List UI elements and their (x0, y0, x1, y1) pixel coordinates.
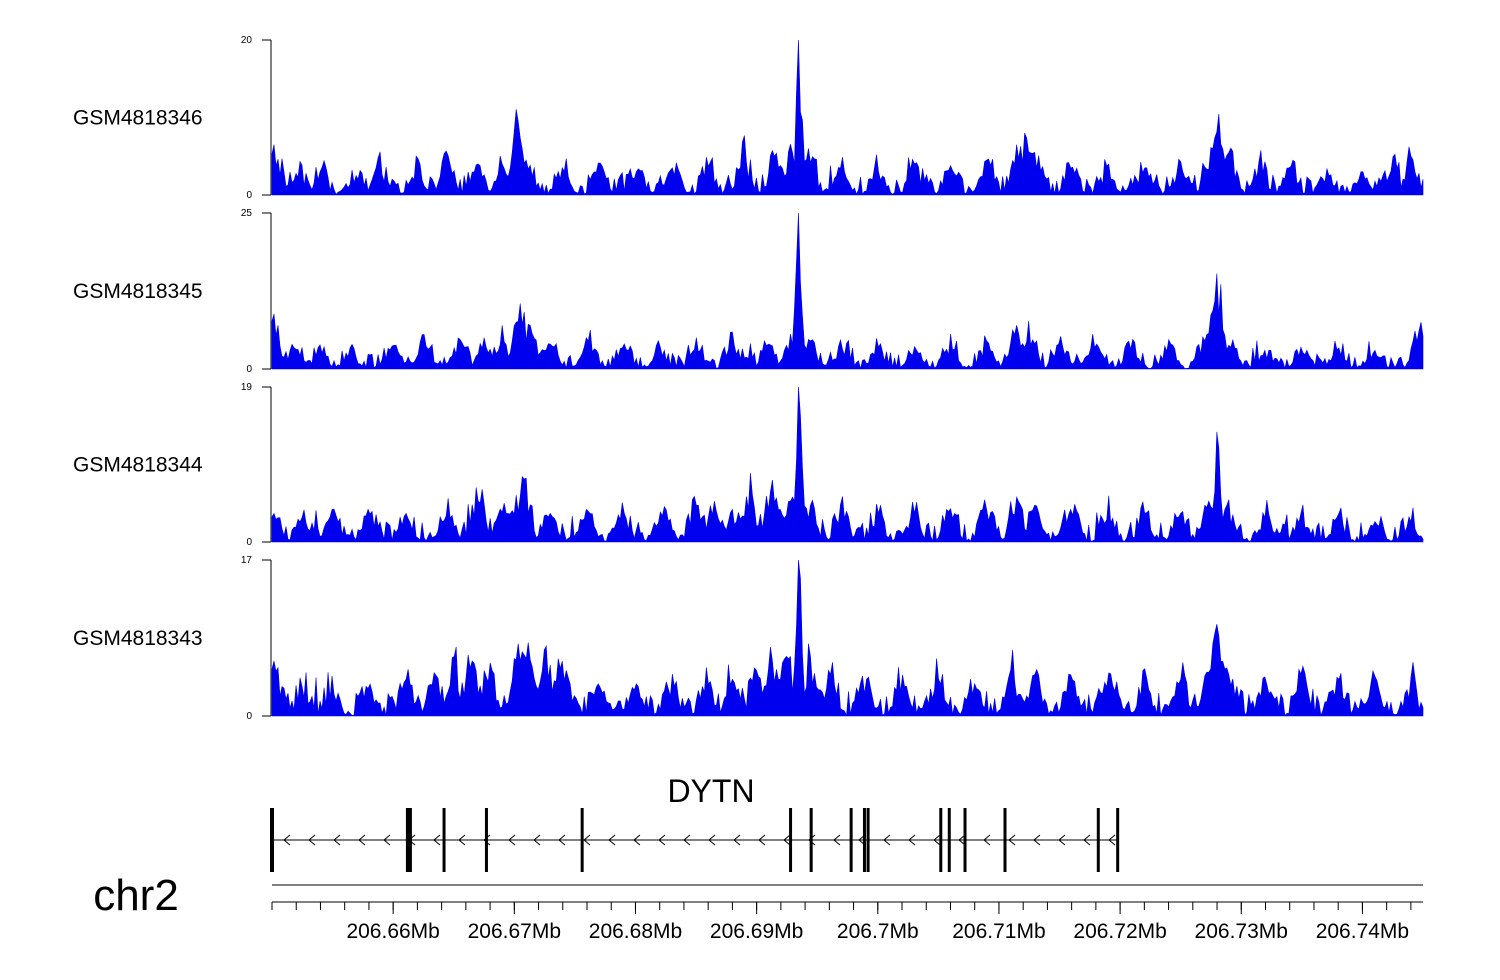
strand-arrow (1008, 834, 1016, 846)
axis-tick-label: 206.73Mb (1195, 920, 1288, 943)
strand-arrow (308, 834, 316, 846)
strand-arrow (808, 834, 816, 846)
strand-arrow (883, 834, 891, 846)
y-tick-label-max: 19 (241, 382, 253, 393)
gene-annotation-track: DYTN (270, 773, 1120, 872)
strand-arrow (483, 834, 491, 846)
y-tick-label-max: 20 (241, 35, 253, 46)
strand-arrow (1083, 834, 1091, 846)
exon (849, 808, 853, 872)
axis-tick-label: 206.71Mb (952, 920, 1045, 943)
exon (405, 808, 412, 872)
strand-arrow (683, 834, 691, 846)
genome-axis: chr2 206.66Mb 206.67Mb 206.68Mb 206.69Mb 206… (93, 871, 1423, 943)
signal-tracks: GSM4818346200GSM4818345250GSM4818344190G… (73, 35, 1424, 722)
axis-tick-label: 206.67Mb (468, 920, 561, 943)
exon (866, 808, 870, 872)
strand-arrow (583, 834, 591, 846)
signal-area (271, 559, 1424, 717)
chromosome-label: chr2 (93, 871, 179, 920)
signal-track-GSM4818345: GSM4818345 25 0 (73, 208, 1424, 375)
signal-area (271, 212, 1424, 370)
strand-arrow (983, 834, 991, 846)
strand-arrow (358, 834, 366, 846)
strand-arrow (533, 834, 541, 846)
axis-tick-label: 206.68Mb (589, 920, 682, 943)
strand-arrow (558, 834, 566, 846)
axis-tick-label: 206.66Mb (346, 920, 439, 943)
y-tick-label-max: 17 (241, 555, 253, 566)
strand-arrow (633, 834, 641, 846)
strand-arrow (733, 834, 741, 846)
strand-arrow (1108, 834, 1116, 846)
track-label: GSM4818344 (73, 454, 203, 477)
strand-arrow (433, 834, 441, 846)
strand-arrow (508, 834, 516, 846)
signal-track-GSM4818346: GSM4818346 20 0 (73, 35, 1424, 201)
strand-arrow (783, 834, 791, 846)
signal-track-GSM4818343: GSM4818343 17 0 (73, 555, 1424, 722)
exon (1096, 808, 1100, 872)
exon (947, 808, 951, 872)
y-tick-label-min: 0 (246, 537, 252, 548)
y-tick-label-min: 0 (246, 711, 252, 722)
y-tick-label-max: 25 (241, 208, 253, 219)
exon (939, 808, 943, 872)
strand-arrow (608, 834, 616, 846)
strand-arrow (958, 834, 966, 846)
exon (580, 808, 584, 872)
signal-track-GSM4818344: GSM4818344 19 0 (73, 382, 1424, 548)
exon (270, 808, 274, 872)
signal-area (271, 386, 1424, 543)
axis-tick-label: 206.69Mb (710, 920, 803, 943)
axis-tick-label: 206.72Mb (1073, 920, 1166, 943)
strand-arrow (1033, 834, 1041, 846)
gene-structure (270, 808, 1120, 872)
strand-arrow (333, 834, 341, 846)
strand-arrow (658, 834, 666, 846)
gene-label: DYTN (667, 773, 754, 809)
y-tick-label-min: 0 (246, 364, 252, 375)
signal-area (271, 39, 1424, 196)
axis-tick-label: 206.7Mb (837, 920, 919, 943)
track-label: GSM4818345 (73, 280, 203, 303)
strand-arrow (458, 834, 466, 846)
axis-tick-label: 206.74Mb (1316, 920, 1409, 943)
strand-arrow (708, 834, 716, 846)
strand-arrow (833, 834, 841, 846)
exon (789, 808, 793, 872)
strand-arrow (383, 834, 391, 846)
exon (963, 808, 967, 872)
strand-arrow (758, 834, 766, 846)
strand-arrow (1058, 834, 1066, 846)
exon (1003, 808, 1007, 872)
strand-arrow (933, 834, 941, 846)
y-tick-label-min: 0 (246, 190, 252, 201)
strand-arrow (908, 834, 916, 846)
exon (1116, 808, 1120, 872)
exon (809, 808, 813, 872)
exon (442, 808, 446, 872)
exon (484, 808, 488, 872)
track-label: GSM4818343 (73, 627, 203, 650)
exon (862, 808, 866, 872)
track-label: GSM4818346 (73, 107, 203, 130)
strand-arrow (283, 834, 291, 846)
